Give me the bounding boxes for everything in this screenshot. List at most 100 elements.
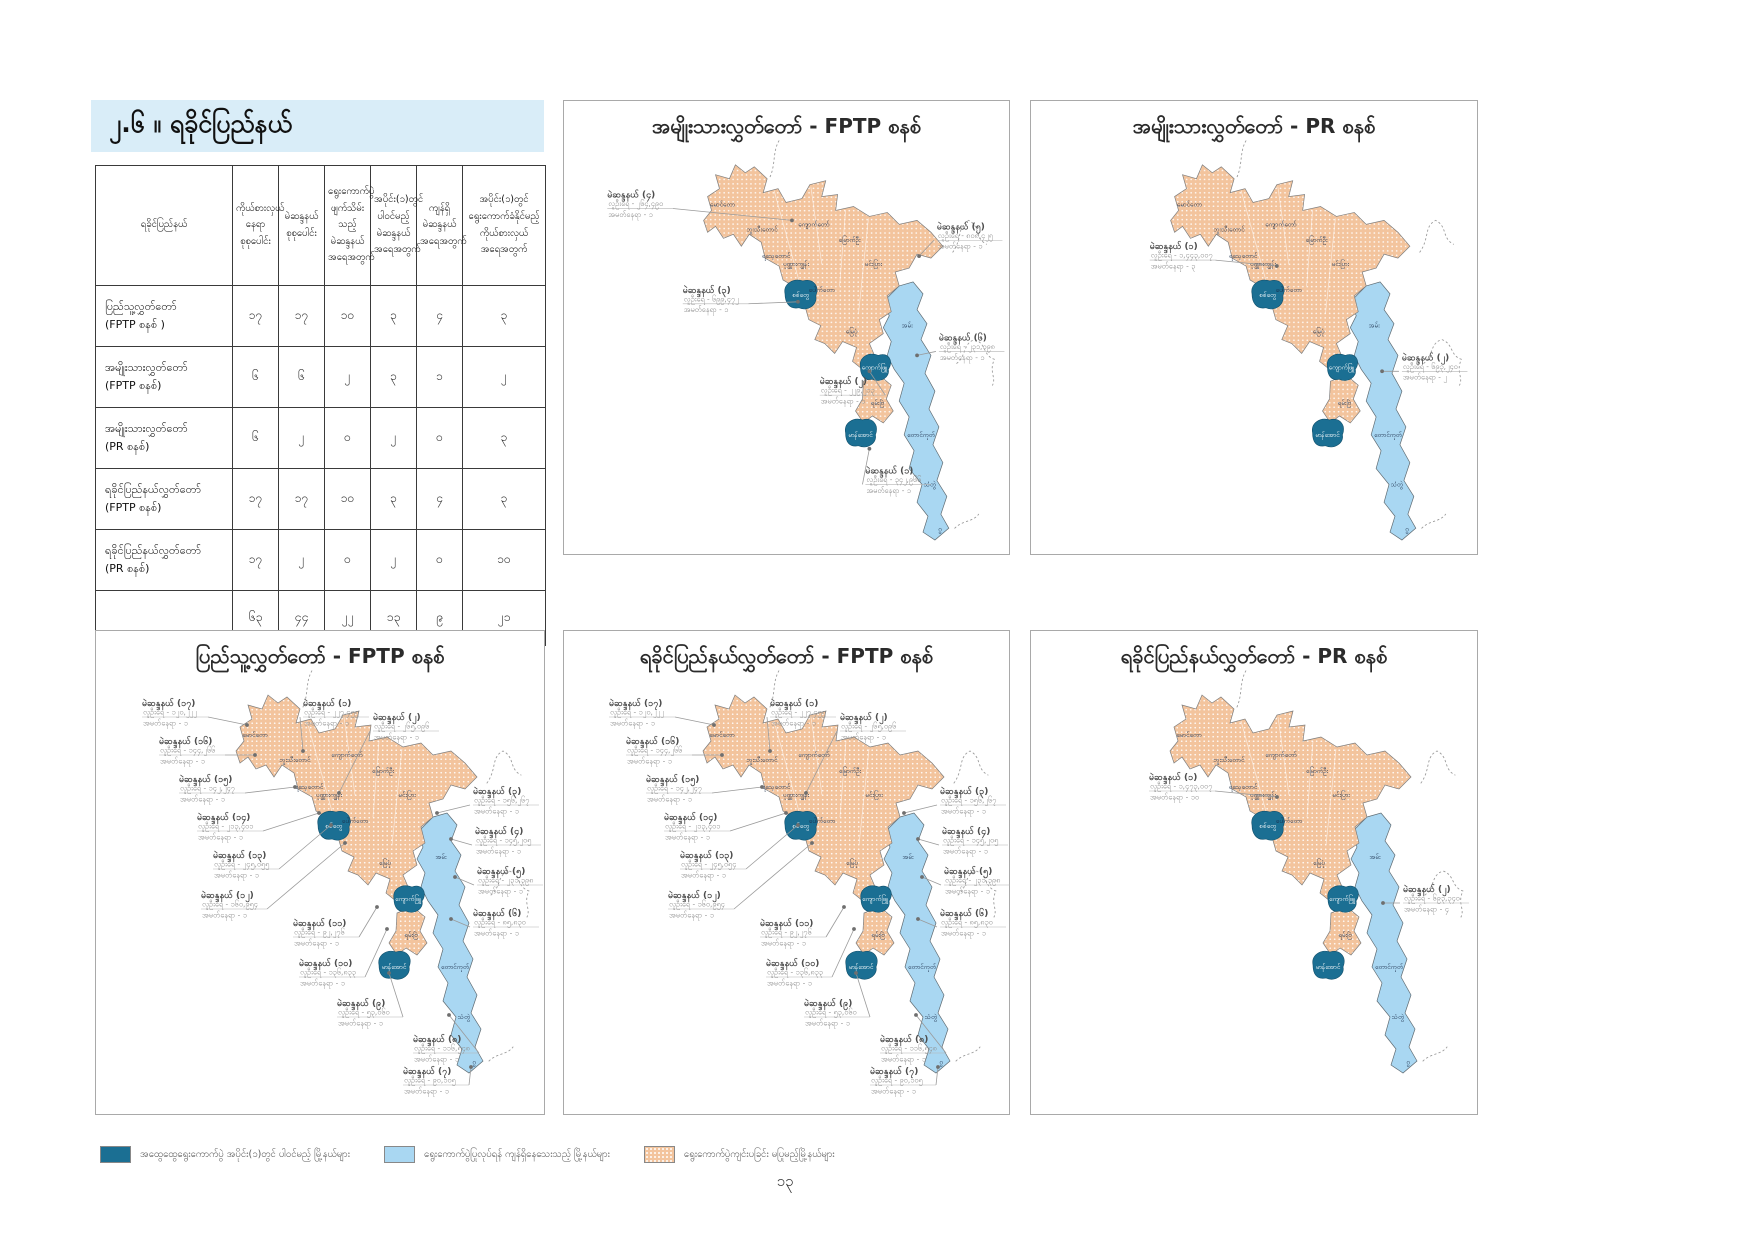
constituency-name: မဲဆန္ဒနယ် (၁၃): [213, 850, 266, 863]
township-label: ပေါက်တော: [809, 286, 836, 294]
township-label: အမ်း: [1369, 322, 1380, 330]
summary-table-wrap: ရခိုင်ပြည်နယ် ကိုယ်စားလှယ် နေရာ စုစုပေါင်…: [95, 165, 546, 646]
constituency-name: မဲဆန္ဒနယ် (၂): [820, 376, 867, 389]
callout-leader-line: [918, 239, 935, 257]
region-remaining-townships: [883, 812, 951, 1074]
constituency-name: မဲဆန္ဒနယ် (၈): [413, 1034, 461, 1047]
constituency-population: လူဦးရေ - ၁၂၀,၂၂၂: [143, 708, 197, 718]
callout-target-dot: [468, 1065, 473, 1069]
constituency-population: လူဦးရေ - ၂၃၁,၃၉၈: [945, 876, 1000, 886]
township-label: မောင်တော: [1177, 200, 1202, 208]
region-cancelled-townships: [1169, 694, 1412, 902]
constituency-name: မဲဆန္ဒနယ် (၁): [303, 698, 351, 711]
constituency-seats: အမတ်နေရာ - ၁: [304, 719, 349, 729]
legend-label: ရွေးကောက်ပွဲကျင်းပခြင်း မပြုမည့်မြို့နယ်…: [683, 1148, 835, 1160]
row-value: ၄: [416, 468, 463, 530]
township-sittwe: [784, 810, 818, 841]
callout-leader-line: [454, 876, 474, 886]
constituency-name: မဲဆန္ဒနယ် (၂): [840, 712, 888, 725]
table-column-header: ကိုယ်စားလှယ် နေရာ စုစုပေါင်း: [232, 165, 284, 286]
constituency-population: လူဦးရေ - ၁၃၆,၈၃၃: [300, 968, 356, 978]
callout-leader-line: [450, 918, 470, 928]
township-sittwe: [1251, 279, 1285, 310]
township-label: ကျောက်ဖြူ: [1329, 894, 1356, 904]
callout-leader-line: [262, 812, 319, 832]
callout-target-dot: [386, 971, 391, 975]
constituency-population: လူဦးရေ - ၁,၄၄၃,၀၀၇: [1151, 251, 1213, 261]
region-cancelled-townships: [235, 694, 477, 902]
callout-leader-line: [917, 838, 940, 846]
callout-target-dot: [796, 823, 800, 827]
constituency-seats: အမတ်နေရာ - ၁: [404, 1087, 449, 1097]
township-label: အမ်း: [902, 322, 913, 330]
township-label: မြေပုံ: [846, 858, 858, 868]
constituency-name: မဲဆန္ဒနယ် (၁၃): [680, 850, 733, 863]
township-manaung: [1312, 950, 1345, 980]
callout-target-dot: [790, 218, 794, 223]
row-value: ၁၀: [324, 285, 371, 347]
constituency-name: မဲဆန္ဒနယ် (၄): [607, 190, 655, 203]
section-header-band: ၂.၆ ။ ရခိုင်ပြည်နယ်: [91, 100, 544, 152]
constituency-population: လူဦးရေ - ၂၄၅,၀၅၅: [214, 860, 269, 870]
township-label: တောင်ကုတ်: [907, 431, 936, 440]
row-label: ရခိုင်ပြည်နယ်လွှတ်တော် (PR စနစ်): [95, 529, 233, 591]
row-value: ၂: [370, 529, 417, 591]
constituency-seats: အမတ်နေရာ - ၁: [761, 939, 806, 949]
township-label: မောင်တော: [710, 200, 735, 208]
callout-target-dot: [292, 785, 297, 789]
neighbor-border-east-upper: [952, 219, 987, 253]
township-label: ကျောက်တော်: [1265, 751, 1297, 760]
constituency-population: လူဦးရေ - ၈၀၈,၄၂၅: [938, 231, 993, 241]
callout-target-dot: [1380, 369, 1384, 374]
township-label: မောင်တော: [242, 731, 268, 739]
map-title: အမျိုးသားလွှတ်တော် - PR စနစ်: [1132, 114, 1376, 138]
callout-target-dot: [446, 1013, 451, 1017]
constituency-name: မဲဆန္ဒနယ် (၂): [1403, 884, 1451, 897]
township-label: အမ်း: [903, 853, 914, 861]
callout-leader-line: [207, 716, 247, 726]
township-label: ရမ်းဗြဲ: [1338, 931, 1352, 940]
map-panel-amyotha-pr: အမျိုးသားလွှတ်တော် - PR စနစ် မောင်တော ဘူး…: [1030, 100, 1478, 555]
township-label: စစ်တွေ: [793, 822, 811, 831]
constituency-population: လူဦးရေ - ၁၄၄,၂၆၆: [627, 746, 682, 756]
constituency-name: မဲဆန္ဒနယ် (၁၁): [293, 918, 346, 931]
township-label: ပုဏ္ဏားကျွန်း: [315, 791, 342, 801]
row-label: ပြည်သူ့လွှတ်တော် (FPTP စနစ် ): [95, 285, 233, 347]
row-value: ၂: [324, 346, 371, 408]
map-title: ပြည်သူ့လွှတ်တော် - FPTP စနစ်: [195, 644, 445, 668]
constituency-seats: အမတ်နေရာ - ၁: [474, 807, 519, 817]
constituency-seats: အမတ်နေရာ - ၁: [214, 871, 259, 881]
township-label: ဘူးသီးတောင်: [746, 756, 778, 765]
legend-swatch: [384, 1146, 415, 1163]
township-label: မြေပုံ: [1313, 858, 1325, 868]
row-value: ၀: [416, 529, 463, 591]
constituency-seats: အမတ်နေရာ - ၁: [805, 1019, 850, 1029]
table-row: ပြည်သူ့လွှတ်တော် (FPTP စနစ် ) ၁၇ ၁၇ ၁၀၃၄၃: [95, 285, 546, 347]
row-label: အမျိုးသားလွှတ်တော် (FPTP စနစ်): [95, 346, 233, 408]
callout-leader-line: [915, 1014, 947, 1054]
township-label: မြောက်ဦး: [371, 766, 393, 776]
neighbor-border-east-mid: [956, 339, 996, 386]
neighbor-border-east-upper: [953, 750, 989, 784]
legend-label: ရွေးကောက်ပွဲပြုလုပ်ရန် ကျန်ရှိနေသေးသည့် …: [424, 1148, 610, 1160]
callout-leader-line: [672, 208, 793, 221]
callout-leader-line: [903, 804, 938, 814]
rakhine-state-map: မောင်တောဘူးသီးတောင်ရသေ့တောင် ကျောက်တော်မြ…: [1149, 138, 1468, 541]
region-cancelled-townships: [1170, 164, 1411, 370]
callout-leader-line: [436, 804, 470, 814]
callout-leader-line: [733, 842, 813, 910]
callout-leader-line: [917, 918, 938, 928]
callout-target-dot: [1275, 795, 1279, 799]
table-column-header: အပိုင်း(၁)တွင် ရွေးကောက်ခံနိုင်မည့် ကိုယ…: [462, 165, 546, 286]
constituency-seats: အမတ်နေရာ - ၁: [866, 486, 910, 496]
page-number: ၁၃: [776, 1172, 794, 1190]
